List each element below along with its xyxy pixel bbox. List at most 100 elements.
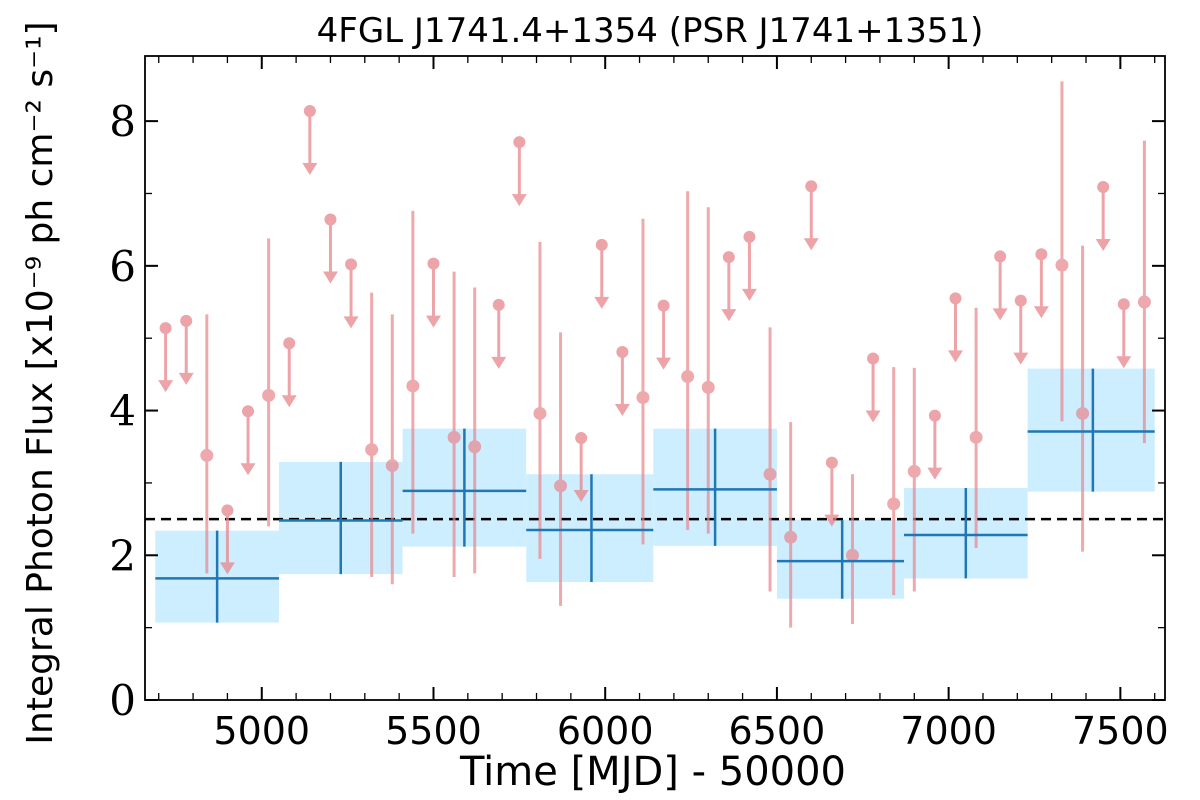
upper-limit-point-26 xyxy=(1117,298,1130,311)
fine-bin-point-20 xyxy=(1137,295,1151,309)
fine-bin-detection-17 xyxy=(969,307,983,549)
upper-limit-arrowhead-4 xyxy=(281,395,297,408)
upper-limit-point-10 xyxy=(513,136,526,149)
upper-limit-point-16 xyxy=(743,230,756,243)
coarse-bin-7 xyxy=(1027,368,1155,492)
upper-limit-1 xyxy=(178,314,194,385)
fine-bin-detection-4 xyxy=(406,210,420,534)
upper-limit-4 xyxy=(281,337,297,408)
upper-limit-point-9 xyxy=(492,298,505,311)
upper-limit-2 xyxy=(219,504,235,575)
upper-limit-16 xyxy=(741,230,757,301)
fine-bin-point-13 xyxy=(784,530,798,544)
upper-limit-9 xyxy=(491,298,507,369)
upper-limit-point-20 xyxy=(928,409,941,422)
upper-limit-arrowhead-1 xyxy=(178,372,194,385)
upper-limit-arrowhead-6 xyxy=(322,271,338,284)
upper-limit-26 xyxy=(1116,298,1132,369)
fine-bin-detection-9 xyxy=(636,218,650,545)
upper-limit-13 xyxy=(614,345,630,416)
fine-bin-point-1 xyxy=(262,388,276,402)
upper-limit-arrowhead-9 xyxy=(491,356,507,369)
fine-bin-point-19 xyxy=(1076,406,1090,420)
upper-limit-point-14 xyxy=(657,299,670,312)
upper-limit-arrowhead-23 xyxy=(1013,352,1029,365)
upper-limit-arrowhead-22 xyxy=(992,308,1008,321)
upper-limit-6 xyxy=(322,213,338,284)
y-tick-label-1: 2 xyxy=(109,531,136,580)
upper-limit-point-23 xyxy=(1014,294,1027,307)
upper-limit-14 xyxy=(656,299,672,370)
fine-bin-point-11 xyxy=(701,380,715,394)
upper-limit-7 xyxy=(343,258,359,329)
upper-limit-3 xyxy=(240,405,256,476)
fine-bin-detection-16 xyxy=(907,367,921,592)
coarse-bin-5 xyxy=(776,519,904,599)
upper-limit-arrowhead-8 xyxy=(425,315,441,328)
fine-bin-point-0 xyxy=(200,448,214,462)
upper-limit-24 xyxy=(1033,248,1049,319)
coarse-bin-2 xyxy=(402,428,527,547)
coarse-bin-box-3 xyxy=(526,474,654,583)
upper-limit-arrowhead-24 xyxy=(1033,306,1049,319)
upper-limit-point-19 xyxy=(867,352,880,365)
fine-bin-detection-6 xyxy=(468,287,482,574)
fine-bin-point-8 xyxy=(554,479,568,493)
upper-limit-point-3 xyxy=(242,405,255,418)
fine-bin-point-10 xyxy=(681,370,695,384)
upper-limit-arrowhead-3 xyxy=(240,463,256,476)
fine-bin-point-2 xyxy=(365,443,379,457)
upper-limit-12 xyxy=(594,238,610,309)
coarse-bin-3 xyxy=(526,474,654,583)
upper-limit-22 xyxy=(992,250,1008,321)
fine-bin-detection-0 xyxy=(200,314,214,574)
coarse-bin-box-5 xyxy=(776,519,904,599)
upper-limit-arrowhead-25 xyxy=(1095,238,1111,251)
x-tick-label-5: 7500 xyxy=(1072,709,1169,753)
upper-limit-arrowhead-20 xyxy=(927,467,943,480)
upper-limit-point-13 xyxy=(616,345,629,358)
upper-limit-point-24 xyxy=(1035,248,1048,261)
upper-limit-arrowhead-17 xyxy=(803,238,819,251)
upper-limit-17 xyxy=(803,180,819,251)
upper-limit-19 xyxy=(865,352,881,423)
upper-limit-point-6 xyxy=(324,213,337,226)
fine-bin-detection-14 xyxy=(845,474,859,625)
fine-bin-point-7 xyxy=(533,406,547,420)
upper-limit-8 xyxy=(425,257,441,328)
upper-limit-arrowhead-12 xyxy=(594,296,610,309)
fine-bin-detection-3 xyxy=(385,314,399,585)
fine-bin-detection-15 xyxy=(887,367,901,596)
fine-bin-point-3 xyxy=(385,459,399,473)
axes xyxy=(144,55,1166,701)
fine-bin-detection-1 xyxy=(262,238,276,527)
coarse-bin-6 xyxy=(903,487,1028,579)
upper-limit-arrowhead-0 xyxy=(158,380,174,393)
fine-bin-detection-2 xyxy=(365,292,379,577)
tick-labels: 5000 5500 6000 6500 7000 7500 0 2 4 6 8 xyxy=(109,97,1168,753)
fine-bin-point-15 xyxy=(887,497,901,511)
upper-limit-point-15 xyxy=(722,251,735,264)
upper-limit-11 xyxy=(573,432,589,503)
coarse-bin-4 xyxy=(653,428,777,546)
fine-bin-detection-12 xyxy=(763,327,777,592)
fine-bin-point-12 xyxy=(763,467,777,481)
fine-bin-detection-7 xyxy=(533,241,547,559)
upper-limit-point-1 xyxy=(180,314,193,327)
fine-bin-detection-20 xyxy=(1137,140,1151,444)
upper-limit-arrowhead-21 xyxy=(948,350,964,363)
upper-limit-arrowhead-10 xyxy=(511,194,527,207)
fine-bin-detection-18 xyxy=(1055,81,1069,422)
fine-bin-detection-5 xyxy=(447,271,461,577)
upper-limit-5 xyxy=(302,104,318,175)
upper-limit-arrowhead-18 xyxy=(824,514,840,527)
upper-limit-point-18 xyxy=(825,456,838,469)
upper-limit-0 xyxy=(158,322,174,393)
upper-limit-point-4 xyxy=(283,337,296,350)
fine-bin-detection-10 xyxy=(681,191,695,530)
upper-limit-18 xyxy=(824,456,840,527)
x-tick-label-1: 5500 xyxy=(385,709,482,753)
fine-bin-point-18 xyxy=(1055,258,1069,272)
fine-bin-point-6 xyxy=(468,440,482,454)
upper-limit-21 xyxy=(948,292,964,363)
